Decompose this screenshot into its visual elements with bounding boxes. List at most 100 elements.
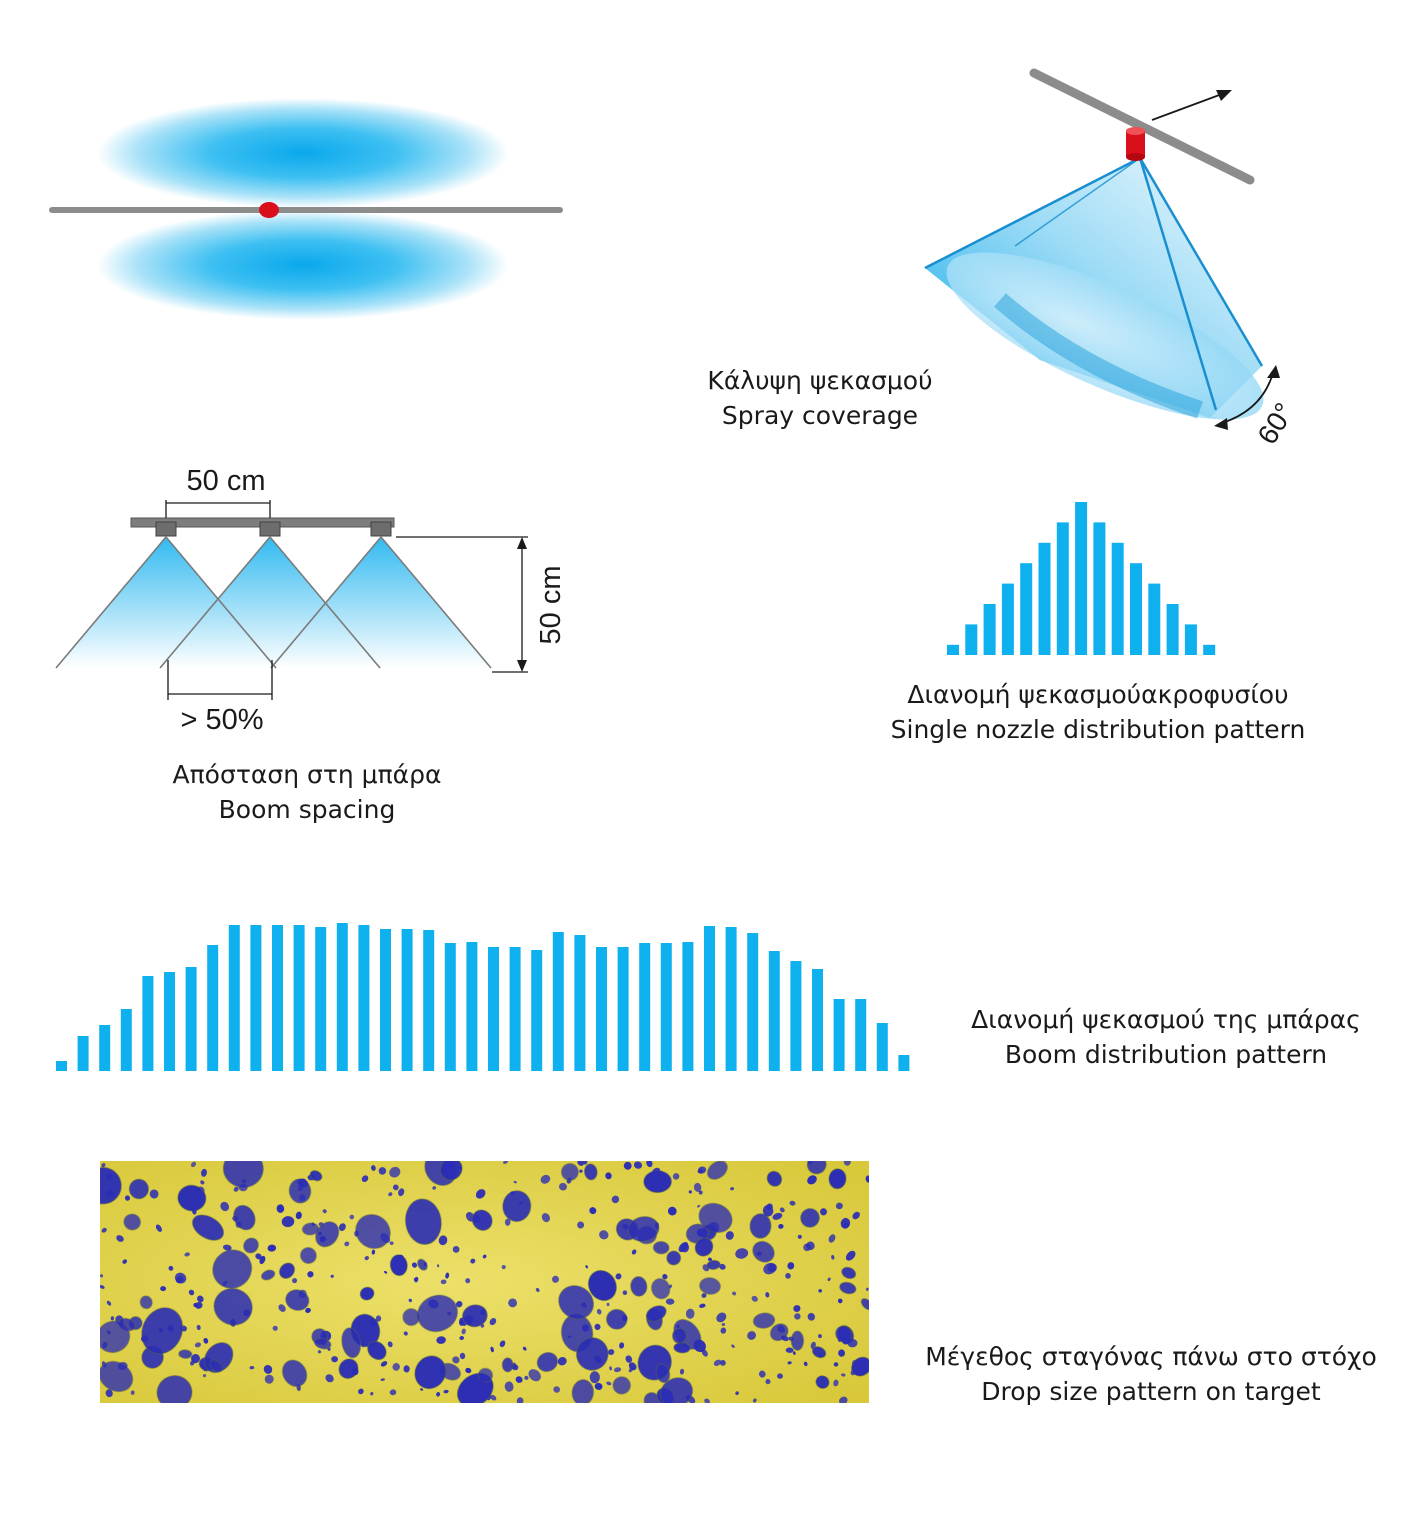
droplet	[315, 1221, 340, 1248]
droplet	[752, 1240, 775, 1263]
droplet	[380, 1361, 388, 1367]
droplet	[818, 1289, 822, 1293]
droplet	[637, 1344, 672, 1381]
droplet	[320, 1338, 327, 1346]
boom-pattern-bar-7	[185, 967, 197, 1071]
droplet	[623, 1161, 632, 1170]
droplet	[558, 1285, 595, 1320]
boom-pattern-bar-25	[574, 935, 586, 1071]
droplet	[720, 1327, 727, 1334]
spray-cone-body	[925, 158, 1262, 418]
droplet	[414, 1355, 447, 1390]
droplet	[424, 1161, 458, 1187]
droplet	[200, 1180, 205, 1185]
droplet	[281, 1216, 295, 1228]
droplet	[522, 1346, 527, 1351]
droplet	[581, 1324, 590, 1332]
droplet	[278, 1304, 286, 1312]
droplet	[192, 1208, 197, 1215]
droplet	[411, 1262, 418, 1268]
droplet	[380, 1233, 391, 1244]
droplet	[299, 1246, 317, 1265]
droplet	[653, 1171, 662, 1179]
droplet	[141, 1307, 184, 1355]
droplet	[331, 1356, 338, 1363]
droplet	[461, 1304, 488, 1328]
droplet	[838, 1349, 846, 1357]
boom-pattern-bar-2	[77, 1036, 89, 1071]
droplet	[101, 1227, 107, 1233]
droplet	[313, 1337, 332, 1350]
droplet	[319, 1235, 326, 1243]
droplet	[596, 1308, 602, 1315]
droplet	[195, 1301, 203, 1309]
droplet	[513, 1180, 517, 1184]
boom-pattern-bar-20	[466, 942, 478, 1071]
droplet	[819, 1208, 828, 1216]
boom-pattern-bar-1	[56, 1061, 67, 1071]
droplet	[818, 1354, 823, 1358]
boom-pattern-bar-31	[704, 926, 715, 1071]
angle-label: 60°	[1251, 397, 1300, 449]
droplet	[338, 1223, 346, 1231]
droplet	[628, 1362, 637, 1371]
boom-pattern-bar-15	[358, 925, 370, 1071]
droplet	[511, 1362, 517, 1370]
droplet	[220, 1201, 230, 1212]
droplet	[101, 1361, 107, 1368]
droplet	[267, 1244, 277, 1252]
droplet	[428, 1299, 439, 1309]
droplet	[630, 1276, 648, 1297]
droplet	[615, 1273, 622, 1280]
droplet	[810, 1341, 816, 1350]
droplet	[665, 1298, 675, 1305]
droplet	[656, 1387, 674, 1403]
droplet	[587, 1269, 617, 1302]
droplet	[102, 1341, 108, 1349]
droplet	[606, 1302, 610, 1307]
droplet	[704, 1398, 710, 1403]
droplet	[518, 1201, 523, 1205]
nozzle-2	[259, 521, 281, 537]
droplet	[197, 1295, 204, 1303]
boom-bar-side	[130, 517, 395, 528]
droplet	[249, 1365, 255, 1370]
droplet	[831, 1255, 835, 1260]
droplet	[633, 1161, 643, 1169]
droplet	[785, 1347, 794, 1353]
droplet	[627, 1215, 660, 1243]
boom-pattern-bar-16	[380, 929, 391, 1071]
droplet	[512, 1364, 519, 1371]
droplet	[720, 1359, 726, 1366]
boom-spacing-caption-en: Boom spacing	[218, 795, 396, 824]
droplet	[837, 1325, 855, 1345]
droplet	[392, 1184, 399, 1191]
droplet	[756, 1251, 762, 1256]
droplet	[581, 1302, 587, 1308]
droplet	[309, 1170, 323, 1182]
droplet	[668, 1284, 673, 1289]
droplet	[320, 1330, 332, 1342]
droplet	[475, 1189, 486, 1199]
droplet	[685, 1308, 695, 1319]
droplet	[842, 1223, 849, 1228]
droplet	[388, 1192, 393, 1197]
droplet	[105, 1389, 113, 1398]
droplet	[222, 1280, 228, 1286]
droplet	[762, 1205, 774, 1217]
boom-pattern-bar-36	[812, 969, 823, 1071]
droplet	[160, 1286, 167, 1292]
droplet	[811, 1346, 827, 1359]
droplet	[673, 1342, 691, 1354]
droplet	[504, 1381, 514, 1392]
droplet	[301, 1222, 320, 1236]
droplet	[408, 1298, 412, 1303]
droplet	[458, 1166, 462, 1170]
height-label: 50 cm	[535, 566, 567, 645]
boom-pattern-bar-8	[207, 945, 219, 1071]
droplet	[793, 1305, 801, 1312]
droplet	[311, 1328, 328, 1345]
drop-size-caption-en: Drop size pattern on target	[981, 1377, 1321, 1406]
droplet	[361, 1343, 365, 1348]
droplet	[471, 1214, 481, 1224]
